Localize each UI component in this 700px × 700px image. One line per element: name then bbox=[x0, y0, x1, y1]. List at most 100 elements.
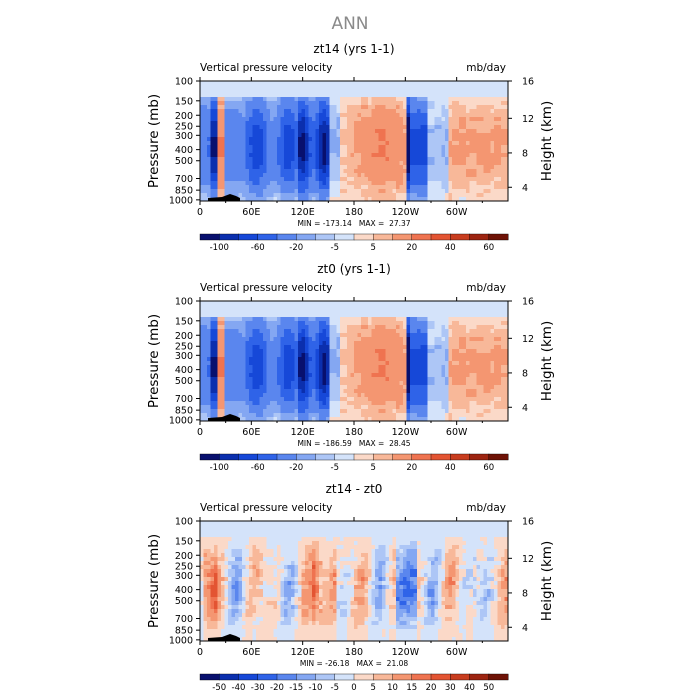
heatmap-cell bbox=[200, 85, 204, 90]
heatmap-cell bbox=[291, 117, 295, 122]
heatmap-cell bbox=[214, 301, 218, 306]
heatmap-cell bbox=[322, 321, 327, 326]
heatmap-cell bbox=[382, 193, 386, 198]
heatmap-cell bbox=[406, 105, 411, 110]
heatmap-cell bbox=[476, 325, 481, 330]
heatmap-cell bbox=[326, 369, 330, 374]
heatmap-cell bbox=[413, 129, 418, 134]
heatmap-cell bbox=[494, 121, 498, 126]
heatmap-cell bbox=[200, 397, 204, 402]
heatmap-cell bbox=[312, 401, 316, 406]
heatmap-cell bbox=[487, 105, 491, 110]
heatmap-cell bbox=[242, 93, 246, 98]
heatmap-cell bbox=[371, 369, 376, 374]
heatmap-cell bbox=[207, 173, 211, 178]
heatmap-cell bbox=[490, 81, 495, 86]
heatmap-cell bbox=[256, 133, 260, 138]
heatmap-cell bbox=[371, 93, 376, 98]
heatmap-cell bbox=[252, 129, 257, 134]
heatmap-cell bbox=[406, 353, 411, 358]
heatmap-cell bbox=[455, 325, 460, 330]
heatmap-cell bbox=[410, 141, 414, 146]
heatmap-cell bbox=[200, 389, 204, 394]
heatmap-cell bbox=[287, 197, 292, 202]
heatmap-cell bbox=[455, 369, 460, 374]
heatmap-cell bbox=[490, 117, 495, 122]
heatmap-cell bbox=[301, 145, 306, 150]
heatmap-cell bbox=[392, 333, 397, 338]
heatmap-cell bbox=[298, 109, 302, 114]
heatmap-cell bbox=[322, 345, 327, 350]
heatmap-cell bbox=[308, 317, 313, 322]
heatmap-cell bbox=[273, 325, 278, 330]
colorbar-label: -20 bbox=[289, 243, 303, 253]
heatmap-cell bbox=[476, 117, 481, 122]
heatmap-cell bbox=[263, 153, 267, 158]
heatmap-cell bbox=[445, 101, 449, 106]
heatmap-cell bbox=[284, 165, 288, 170]
heatmap-cell bbox=[403, 81, 407, 86]
heatmap-cell bbox=[263, 353, 267, 358]
heatmap-cell bbox=[221, 185, 225, 190]
heatmap-cell bbox=[371, 145, 376, 150]
heatmap-cell bbox=[371, 337, 376, 342]
heatmap-cell bbox=[294, 309, 299, 314]
heatmap-cell bbox=[249, 173, 253, 178]
heatmap-cell bbox=[354, 373, 358, 378]
heatmap-cell bbox=[249, 317, 253, 322]
heatmap-cell bbox=[427, 101, 432, 106]
heatmap-cell bbox=[322, 133, 327, 138]
heatmap-cell bbox=[200, 353, 204, 358]
heatmap-cell bbox=[434, 125, 439, 130]
heatmap-cell bbox=[252, 377, 257, 382]
heatmap-cell bbox=[203, 361, 208, 366]
heatmap-cell bbox=[368, 361, 372, 366]
heatmap-cell bbox=[343, 393, 348, 398]
heatmap-cell bbox=[357, 153, 362, 158]
heatmap-cell bbox=[273, 89, 278, 94]
heatmap-cell bbox=[333, 137, 337, 142]
heatmap-cell bbox=[417, 133, 421, 138]
heatmap-cell bbox=[448, 393, 453, 398]
heatmap-cell bbox=[459, 109, 463, 114]
heatmap-cell bbox=[231, 317, 236, 322]
heatmap-cell bbox=[438, 321, 442, 326]
heatmap-cell bbox=[448, 157, 453, 162]
heatmap-cell bbox=[466, 93, 470, 98]
heatmap-cell bbox=[238, 133, 243, 138]
heatmap-cell bbox=[350, 113, 355, 118]
heatmap-cell bbox=[424, 169, 428, 174]
heatmap-cell bbox=[263, 125, 267, 130]
heatmap-cell bbox=[284, 89, 288, 94]
heatmap-cell bbox=[501, 121, 505, 126]
heatmap-cell bbox=[375, 101, 379, 106]
heatmap-cell bbox=[231, 377, 236, 382]
heatmap-cell bbox=[375, 165, 379, 170]
heatmap-cell bbox=[357, 93, 362, 98]
heatmap-cell bbox=[504, 321, 509, 326]
heatmap-cell bbox=[308, 161, 313, 166]
heatmap-cell bbox=[396, 133, 400, 138]
heatmap-cell bbox=[273, 165, 278, 170]
heatmap-cell bbox=[441, 181, 446, 186]
heatmap-cell bbox=[280, 325, 285, 330]
heatmap-cell bbox=[459, 329, 463, 334]
heatmap-cell bbox=[490, 377, 495, 382]
heatmap-cell bbox=[315, 165, 320, 170]
heatmap-cell bbox=[308, 81, 313, 86]
heatmap-cell bbox=[396, 349, 400, 354]
heatmap-cell bbox=[277, 313, 281, 318]
heatmap-cell bbox=[420, 337, 425, 342]
heatmap-cell bbox=[305, 105, 309, 110]
heatmap-cell bbox=[221, 353, 225, 358]
heatmap-cell bbox=[231, 357, 236, 362]
heatmap-cell bbox=[329, 105, 334, 110]
heatmap-cell bbox=[200, 93, 204, 98]
heatmap-cell bbox=[203, 357, 208, 362]
heatmap-cell bbox=[427, 361, 432, 366]
heatmap-cell bbox=[420, 185, 425, 190]
heatmap-cell bbox=[354, 313, 358, 318]
heatmap-cell bbox=[455, 385, 460, 390]
heatmap-cell bbox=[431, 313, 435, 318]
heatmap-cell bbox=[200, 145, 204, 150]
